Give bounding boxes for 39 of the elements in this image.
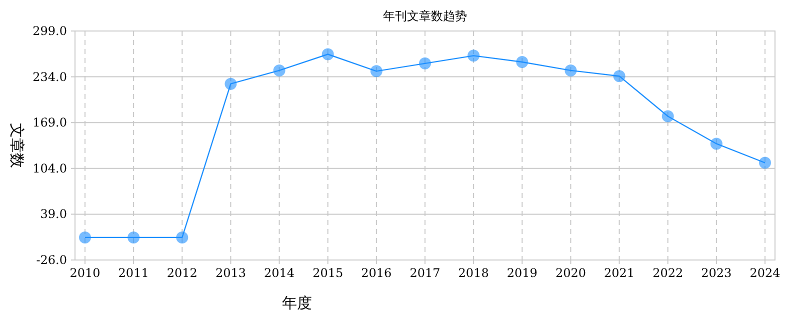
x-tick-label: 2015 bbox=[312, 266, 344, 280]
x-tick-label: 2024 bbox=[750, 266, 781, 280]
point bbox=[710, 138, 722, 150]
y-tick-label: -26.0 bbox=[36, 253, 67, 267]
x-tick-label: 2021 bbox=[604, 266, 635, 280]
point bbox=[273, 64, 286, 76]
point bbox=[468, 50, 480, 62]
x-axis-title: 年度 bbox=[282, 294, 312, 312]
x-tick-label: 2011 bbox=[118, 266, 149, 280]
x-tick-label: 2022 bbox=[652, 266, 684, 280]
point bbox=[224, 78, 237, 90]
point bbox=[176, 231, 188, 244]
point bbox=[128, 231, 140, 244]
y-tick-label: 39.0 bbox=[40, 207, 67, 222]
x-tick-label: 2018 bbox=[458, 266, 489, 280]
point bbox=[419, 57, 431, 70]
x-tick-label: 2014 bbox=[264, 266, 295, 280]
point bbox=[662, 110, 674, 122]
x-tick-label: 2012 bbox=[166, 266, 198, 280]
y-tick-label: 169.0 bbox=[32, 116, 67, 130]
point bbox=[759, 156, 771, 169]
y-tick-label: 299.0 bbox=[32, 24, 67, 38]
x-tick-label: 2010 bbox=[70, 266, 100, 280]
y-tick-label: 104.0 bbox=[32, 161, 67, 176]
x-tick-label: 2019 bbox=[506, 266, 538, 280]
x-tick-label: 2013 bbox=[215, 266, 246, 280]
x-tick-label: 2023 bbox=[701, 266, 732, 280]
point bbox=[370, 65, 382, 78]
x-tick-label: 2020 bbox=[555, 266, 586, 280]
point bbox=[79, 231, 91, 244]
point bbox=[564, 64, 577, 76]
y-axis-title: 文章数 bbox=[8, 123, 26, 168]
chart-title: 年刊文章数趋势 bbox=[383, 9, 467, 23]
x-tick-label: 2016 bbox=[361, 266, 392, 280]
point bbox=[613, 70, 626, 82]
point bbox=[516, 56, 528, 68]
x-tick-label: 2017 bbox=[410, 266, 440, 280]
point bbox=[322, 48, 334, 60]
y-tick-label: 234.0 bbox=[32, 70, 67, 84]
